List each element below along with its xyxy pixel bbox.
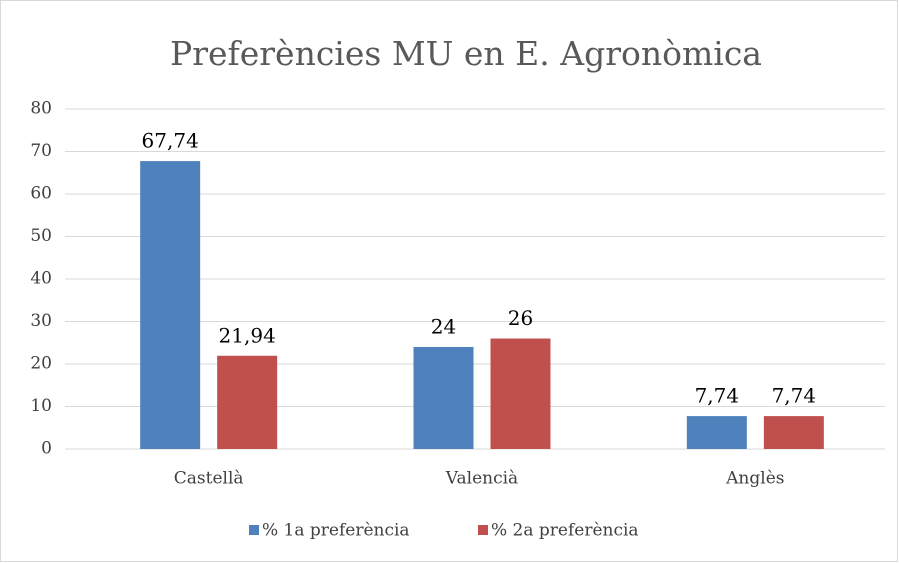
bar	[140, 161, 201, 450]
data-label: 67,74	[142, 129, 199, 153]
legend-label: % 2a preferència	[491, 521, 639, 541]
y-tick-label: 80	[30, 99, 52, 119]
bar	[217, 355, 278, 449]
data-label: 7,74	[695, 384, 740, 408]
y-tick-label: 60	[30, 184, 52, 204]
data-label: 24	[431, 315, 456, 339]
y-tick-label: 70	[30, 141, 52, 161]
x-tick-label: Anglès	[725, 469, 784, 489]
y-tick-label: 10	[30, 396, 52, 416]
chart-title: Preferències MU en E. Agronòmica	[170, 34, 762, 73]
x-tick-label: Valencià	[445, 469, 518, 489]
data-label: 21,94	[219, 323, 276, 347]
legend-swatch	[249, 525, 259, 535]
y-tick-label: 0	[41, 439, 52, 459]
bar	[686, 416, 747, 449]
bar	[413, 347, 474, 449]
legend-label: % 1a preferència	[262, 521, 410, 541]
data-label: 7,74	[772, 384, 817, 408]
x-tick-label: Castellà	[174, 469, 244, 489]
bar	[763, 416, 824, 449]
y-tick-label: 20	[30, 354, 52, 374]
bar	[490, 338, 551, 449]
legend-swatch	[478, 525, 488, 535]
y-tick-label: 30	[30, 311, 52, 331]
y-tick-label: 40	[30, 269, 52, 289]
data-label: 26	[508, 306, 533, 330]
y-tick-label: 50	[30, 226, 52, 246]
